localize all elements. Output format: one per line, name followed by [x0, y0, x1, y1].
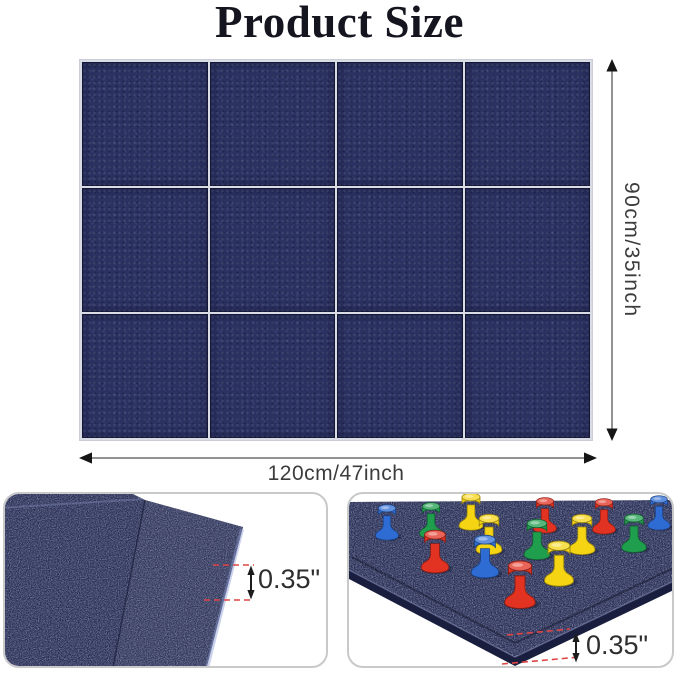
thickness-detail-card: 0.35" — [3, 492, 328, 668]
arrow-head-up-icon — [572, 632, 580, 642]
push-pin-green — [621, 513, 650, 554]
dashed-line-bottom — [501, 656, 581, 665]
push-pin-red — [420, 529, 453, 574]
push-pin-red — [592, 498, 619, 535]
felt-tile — [209, 314, 335, 438]
pinboard-illustration — [349, 494, 672, 666]
felt-corner-illustration — [5, 494, 255, 666]
thickness-value-left: 0.35" — [258, 564, 321, 594]
arrow-head-left-icon — [79, 452, 92, 464]
sheet-overlap-seam — [112, 499, 146, 666]
sheet-side-edge — [205, 528, 244, 666]
pins-detail-card: 0.35" — [347, 492, 674, 668]
push-pin-yellow — [568, 513, 599, 556]
thickness-annotation-left — [204, 564, 255, 601]
thickness-value-right: 0.35" — [586, 630, 649, 660]
width-arrow-icon — [79, 452, 597, 464]
arrow-head-down-icon — [572, 653, 580, 663]
push-pin-blue — [375, 504, 402, 541]
felt-tile — [82, 314, 208, 438]
felt-tile — [82, 62, 208, 186]
felt-tile — [337, 188, 463, 312]
push-pin-blue — [470, 534, 503, 579]
felt-tile — [337, 62, 463, 186]
height-dimension-label: 90cm/35inch — [620, 182, 643, 318]
overlapping-felt-sheet — [113, 500, 243, 666]
width-dimension-label: 120cm/47inch — [267, 462, 405, 485]
board-edge-highlight — [349, 569, 672, 658]
board-thickness-side — [349, 570, 672, 666]
push-pin-green — [523, 518, 554, 561]
felt-tile — [464, 188, 590, 312]
felt-tile — [209, 62, 335, 186]
push-pin-red — [504, 560, 540, 610]
felt-texture — [5, 494, 243, 666]
felt-tile — [209, 188, 335, 312]
arrow-head-down-icon — [606, 428, 618, 441]
board-edge-seam — [351, 556, 672, 645]
felt-tile — [82, 188, 208, 312]
push-pin-blue — [647, 495, 672, 531]
height-arrow-icon — [606, 59, 618, 441]
felt-tile — [464, 62, 590, 186]
felt-board — [80, 60, 592, 440]
dashed-line-top — [506, 628, 571, 636]
arrow-head-up-icon — [247, 565, 255, 575]
push-pins-group — [375, 494, 672, 610]
arrow-head-up-icon — [606, 59, 618, 72]
arrow-head-right-icon — [584, 452, 597, 464]
thickness-annotation-right — [501, 628, 581, 665]
push-pin-yellow — [543, 540, 578, 588]
felt-tile — [337, 314, 463, 438]
arrow-head-down-icon — [247, 590, 255, 600]
sheet-top-edge — [5, 498, 144, 509]
felt-tile — [464, 314, 590, 438]
page-title: Product Size — [215, 0, 464, 47]
